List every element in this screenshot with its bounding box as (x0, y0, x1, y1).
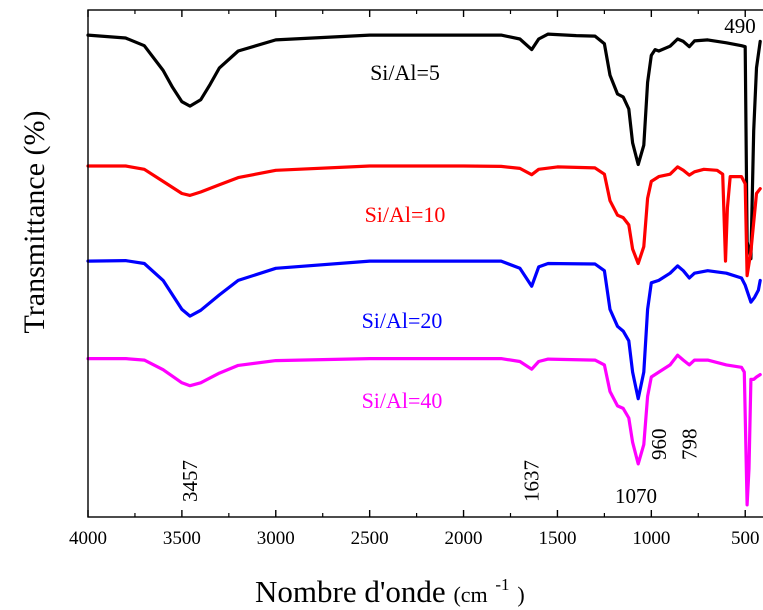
series-label-3: Si/Al=20 (362, 308, 443, 333)
x-axis-unit-exponent: -1 (495, 575, 509, 594)
x-tick-label: 1500 (538, 528, 576, 549)
x-axis-title: Nombre d'onde (cm -1 ) (255, 562, 525, 609)
series-line-3 (86, 259, 762, 401)
series-label-layer: Si/Al=5 Si/Al=10 Si/Al=20 Si/Al=40 (362, 60, 446, 413)
peak-annotation: 960 (647, 429, 671, 461)
series-label-2: Si/Al=10 (365, 202, 446, 227)
x-axis-unit: (cm (453, 582, 487, 607)
peak-annotation: 798 (677, 429, 701, 461)
x-tick-label: 3500 (163, 528, 201, 549)
x-tick-label: 4000 (69, 528, 107, 549)
series-layer (86, 32, 762, 507)
x-tick-layer: 4000 3500 3000 2500 2000 1500 1000 500 (69, 10, 759, 549)
annotation-layer: 3457 1637 960 798 1070 490 (178, 14, 756, 508)
peak-annotation: 3457 (178, 460, 202, 502)
series-line-4 (86, 353, 762, 507)
peak-annotation: 1637 (520, 460, 544, 502)
peak-annotation: 490 (724, 14, 756, 38)
peak-annotation: 1070 (615, 484, 657, 508)
x-tick-label: 2000 (445, 528, 483, 549)
x-axis-unit-close: ) (517, 582, 524, 607)
x-tick-label: 2500 (351, 528, 389, 549)
series-label-4: Si/Al=40 (362, 388, 443, 413)
series-label-1: Si/Al=5 (370, 60, 440, 85)
plot-frame (87, 9, 763, 518)
x-tick-label: 3000 (257, 528, 295, 549)
x-axis-title-main: Nombre d'onde (255, 574, 446, 609)
x-tick-label: 500 (731, 528, 760, 549)
x-tick-label: 1000 (632, 528, 670, 549)
series-line-1 (86, 32, 762, 261)
series-line-2 (86, 164, 762, 278)
y-axis-title: Transmittance (%) (18, 110, 51, 333)
